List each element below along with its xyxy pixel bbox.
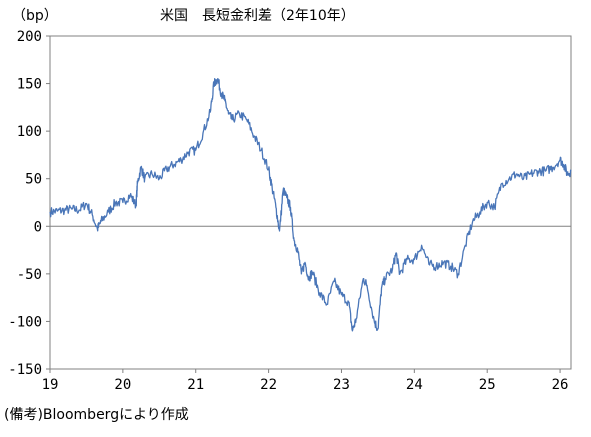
x-tick-label: 22	[260, 377, 277, 393]
y-tick-label: 50	[25, 172, 42, 188]
chart-title: 米国 長短金利差（2年10年）	[160, 8, 355, 24]
y-tick-label: -100	[8, 314, 42, 330]
x-tick-label: 25	[479, 377, 496, 393]
x-tick-label: 23	[333, 377, 350, 393]
x-tick-label: 20	[114, 377, 131, 393]
source-note: (備考)Bloombergにより作成	[4, 407, 189, 423]
x-tick-label: 24	[406, 377, 423, 393]
y-tick-label: 200	[17, 29, 42, 45]
y-tick-label: 100	[17, 124, 42, 140]
y-tick-label: -50	[17, 267, 42, 283]
plot-area	[49, 77, 572, 332]
plot-frame	[49, 35, 572, 370]
x-tick-label: 26	[552, 377, 569, 393]
y-tick-label: 0	[34, 219, 42, 235]
y-tick-label: 150	[17, 77, 42, 93]
y-tick-label: -150	[8, 362, 42, 378]
y-axis-label: （bp）	[12, 8, 58, 24]
x-tick-label: 19	[42, 377, 59, 393]
x-tick-label: 21	[187, 377, 204, 393]
series-line	[49, 77, 572, 332]
